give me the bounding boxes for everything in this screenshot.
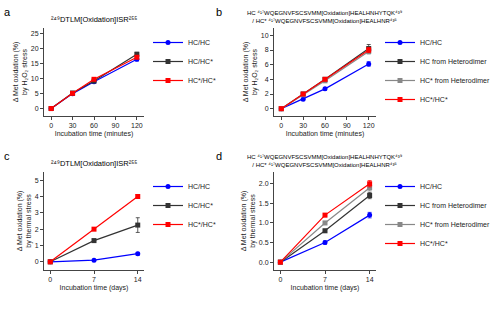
svg-text:30: 30	[69, 122, 77, 129]
svg-text:5: 5	[35, 177, 39, 184]
svg-text:Δ Met oxidation (%)by H₂O₂ str: Δ Met oxidation (%)by H₂O₂ stress	[242, 42, 259, 103]
svg-text:²⁴⁹DTLM[Oxidation]ISR²⁵⁵: ²⁴⁹DTLM[Oxidation]ISR²⁵⁵	[51, 159, 137, 168]
svg-text:10: 10	[31, 75, 39, 82]
svg-text:Incubation time (minutes): Incubation time (minutes)	[55, 130, 134, 138]
svg-text:5: 5	[35, 90, 39, 97]
svg-text:0: 0	[49, 122, 53, 129]
svg-text:HC ⁴¹⁷WQEGNVFSCSVMM[Oxidation]: HC ⁴¹⁷WQEGNVFSCSVMM[Oxidation]HEALHNHYTQ…	[247, 10, 403, 24]
svg-text:HC ⁴¹⁷WQEGNVFSCSVMM[Oxidation]: HC ⁴¹⁷WQEGNVFSCSVMM[Oxidation]HEALHNHYTQ…	[247, 154, 403, 168]
svg-text:14: 14	[366, 276, 374, 283]
svg-text:30: 30	[299, 122, 307, 129]
svg-text:120: 120	[363, 122, 375, 129]
svg-text:60: 60	[321, 122, 329, 129]
svg-text:1: 1	[35, 242, 39, 249]
svg-text:0.0: 0.0	[259, 259, 269, 266]
svg-text:3: 3	[35, 209, 39, 216]
svg-text:HC*/HC*: HC*/HC*	[188, 77, 216, 84]
svg-text:15: 15	[31, 60, 39, 67]
svg-text:0: 0	[279, 122, 283, 129]
svg-text:2: 2	[265, 90, 269, 97]
svg-text:7: 7	[92, 276, 96, 283]
svg-text:0: 0	[48, 276, 52, 283]
svg-text:HC*/HC*: HC*/HC*	[420, 96, 448, 103]
svg-text:HC/HC: HC/HC	[420, 39, 442, 46]
svg-text:6: 6	[265, 61, 269, 68]
svg-text:20: 20	[31, 45, 39, 52]
svg-text:90: 90	[343, 122, 351, 129]
svg-text:Δ Met oxidation (%)by H₂O₂ str: Δ Met oxidation (%)by H₂O₂ stress	[12, 42, 29, 103]
svg-text:0: 0	[278, 276, 282, 283]
svg-text:120: 120	[131, 122, 143, 129]
svg-text:a: a	[4, 6, 11, 18]
svg-text:HC* from Heterodimer: HC* from Heterodimer	[420, 221, 490, 228]
svg-text:8: 8	[265, 46, 269, 53]
svg-text:HC/HC: HC/HC	[188, 183, 210, 190]
svg-text:c: c	[4, 150, 10, 162]
svg-text:HC* from Heterodimer: HC* from Heterodimer	[420, 77, 490, 84]
svg-text:14: 14	[134, 276, 142, 283]
svg-text:2.0: 2.0	[259, 180, 269, 187]
svg-text:b: b	[216, 6, 222, 18]
svg-text:1.0: 1.0	[259, 219, 269, 226]
svg-text:Δ Met oxidation (%)by thermal: Δ Met oxidation (%)by thermal stress	[240, 191, 257, 252]
svg-text:HC from Heterodimer: HC from Heterodimer	[420, 202, 487, 209]
svg-text:HC*/HC*: HC*/HC*	[420, 240, 448, 247]
svg-text:HC/HC: HC/HC	[420, 183, 442, 190]
svg-text:HC from Heterodimer: HC from Heterodimer	[420, 58, 487, 65]
svg-text:Incubation time (days): Incubation time (days)	[291, 284, 360, 292]
svg-text:HC/HC*: HC/HC*	[188, 202, 213, 209]
svg-text:25: 25	[31, 30, 39, 37]
svg-text:Incubation time (days): Incubation time (days)	[60, 284, 129, 292]
svg-text:90: 90	[112, 122, 120, 129]
svg-text:7: 7	[323, 276, 327, 283]
svg-text:60: 60	[90, 122, 98, 129]
svg-text:2: 2	[35, 226, 39, 233]
svg-text:²⁴⁹DTLM[Oxidation]ISR²⁵⁵: ²⁴⁹DTLM[Oxidation]ISR²⁵⁵	[51, 15, 137, 24]
svg-text:0: 0	[35, 258, 39, 265]
svg-text:HC/HC: HC/HC	[188, 39, 210, 46]
svg-text:HC*/HC*: HC*/HC*	[188, 221, 216, 228]
svg-text:4: 4	[265, 76, 269, 83]
svg-text:Δ Met oxidation (%)by thermal: Δ Met oxidation (%)by thermal stress	[16, 191, 33, 252]
svg-text:0: 0	[265, 105, 269, 112]
svg-text:d: d	[216, 150, 222, 162]
svg-text:4: 4	[35, 193, 39, 200]
svg-text:0: 0	[35, 105, 39, 112]
svg-text:10: 10	[261, 32, 269, 39]
svg-text:HC/HC*: HC/HC*	[188, 58, 213, 65]
svg-text:Incubation time (minutes): Incubation time (minutes)	[286, 130, 365, 138]
svg-text:1.5: 1.5	[259, 200, 269, 207]
svg-text:0.5: 0.5	[259, 239, 269, 246]
